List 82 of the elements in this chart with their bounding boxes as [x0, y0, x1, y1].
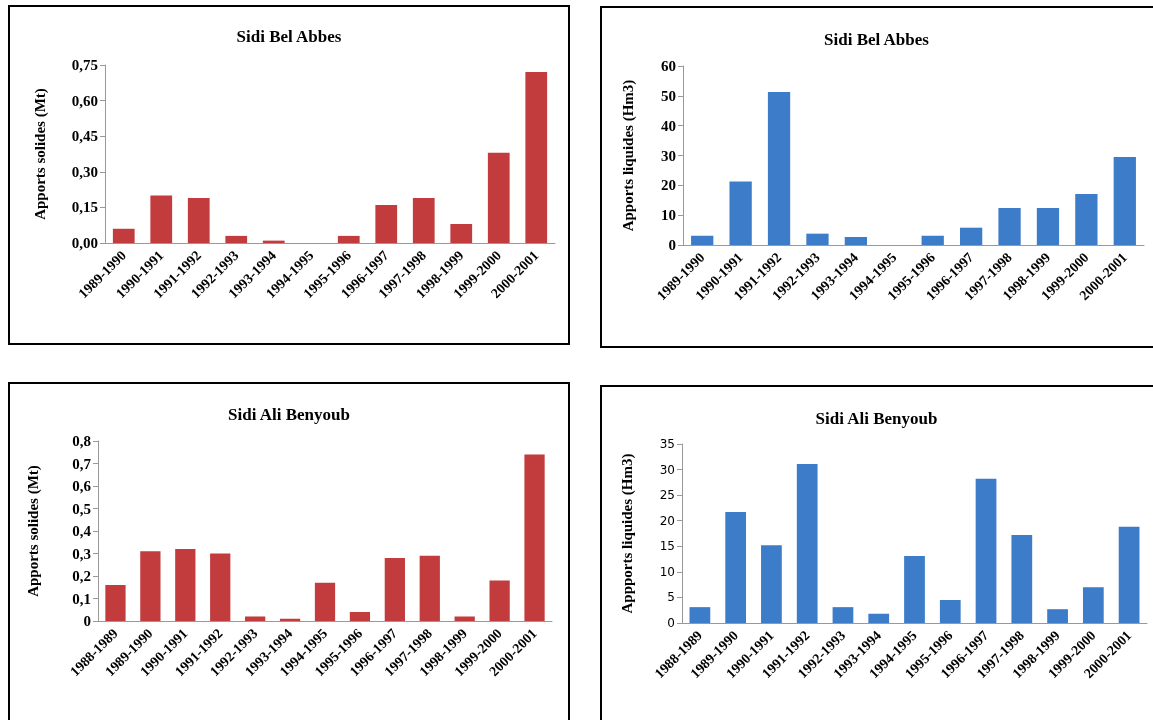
- bar: [419, 555, 440, 621]
- bar: [767, 91, 791, 245]
- bar: [175, 549, 196, 621]
- y-tick-label: 35: [659, 437, 675, 451]
- bar: [105, 585, 126, 621]
- bar: [450, 224, 473, 243]
- y-tick-label: 0,00: [71, 235, 98, 251]
- y-tick-label: 0,7: [72, 455, 92, 472]
- bar: [844, 236, 868, 245]
- y-tick-label: 0,30: [71, 163, 98, 180]
- bar: [729, 181, 752, 245]
- y-tick-label: 0,6: [72, 478, 92, 494]
- bar: [1118, 526, 1140, 623]
- y-tick-label: 0,5: [72, 500, 91, 517]
- bar: [1036, 208, 1060, 245]
- bar: [524, 454, 545, 621]
- y-tick-label: 0,1: [72, 590, 91, 607]
- bar: [1011, 535, 1033, 623]
- bar: [959, 227, 983, 245]
- y-tick-label: 40: [661, 117, 676, 134]
- bar: [412, 197, 435, 243]
- y-tick-label: 0,75: [71, 57, 98, 73]
- bar: [832, 607, 854, 623]
- bar: [375, 205, 398, 243]
- bar: [975, 478, 997, 623]
- bar: [489, 580, 510, 621]
- y-tick-label: 5: [667, 590, 675, 605]
- y-tick-label: 0,4: [72, 523, 92, 539]
- y-tick-label: 30: [661, 147, 676, 164]
- y-tick-label: 10: [659, 564, 675, 579]
- y-axis-title: Apports solides (Mt): [24, 465, 42, 597]
- chart-title: Sidi Bel Abbes: [236, 27, 342, 46]
- bar: [337, 235, 360, 243]
- bar: [1082, 587, 1104, 623]
- bar: [349, 612, 371, 621]
- bar: [140, 551, 161, 621]
- bar: [868, 613, 890, 623]
- bar: [112, 228, 135, 243]
- chart-title: Sidi Ali Benyoub: [815, 409, 938, 428]
- y-tick-label: 10: [661, 207, 676, 224]
- y-tick-label: 30: [659, 462, 675, 477]
- bar: [904, 556, 925, 623]
- bar: [487, 152, 510, 243]
- bar: [384, 558, 405, 621]
- y-tick-label: 20: [659, 513, 675, 528]
- bar: [210, 553, 231, 621]
- y-tick-label: 60: [661, 58, 676, 74]
- y-axis-title: Apports solides (Mt): [31, 88, 49, 220]
- y-tick-label: 0,2: [72, 568, 91, 584]
- y-axis-title: Appports liquides (Hm3): [618, 453, 636, 614]
- y-tick-label: 50: [661, 87, 676, 104]
- bar: [806, 233, 829, 245]
- bar: [1075, 193, 1098, 245]
- y-tick-label: 0: [668, 237, 676, 253]
- bar: [525, 72, 548, 243]
- bar: [939, 599, 961, 623]
- bar: [225, 235, 248, 243]
- chart-title: Sidi Bel Abbes: [824, 30, 930, 49]
- y-tick-label: 25: [659, 488, 675, 503]
- y-tick-label: 0,45: [71, 128, 98, 145]
- y-tick-label: 0,60: [71, 92, 98, 109]
- bar: [187, 197, 210, 243]
- y-tick-label: 0,3: [72, 545, 91, 562]
- y-tick-label: 0: [667, 616, 675, 630]
- bar: [1047, 609, 1068, 623]
- y-tick-label: 0: [83, 613, 91, 629]
- bar: [921, 235, 944, 245]
- bar: [725, 512, 747, 623]
- bar: [761, 545, 782, 623]
- y-tick-label: 20: [661, 177, 676, 194]
- y-axis-title: Apports liquides (Hm3): [619, 79, 637, 232]
- y-tick-label: 0,8: [72, 433, 91, 449]
- bar: [1113, 156, 1136, 245]
- bar: [998, 208, 1021, 245]
- y-tick-label: 0,15: [71, 199, 98, 216]
- bar: [314, 582, 336, 621]
- bar: [689, 607, 711, 623]
- bar: [796, 463, 818, 623]
- chart-title: Sidi Ali Benyoub: [228, 405, 350, 424]
- bar: [150, 195, 173, 243]
- bar: [691, 235, 714, 245]
- y-tick-label: 15: [659, 539, 675, 554]
